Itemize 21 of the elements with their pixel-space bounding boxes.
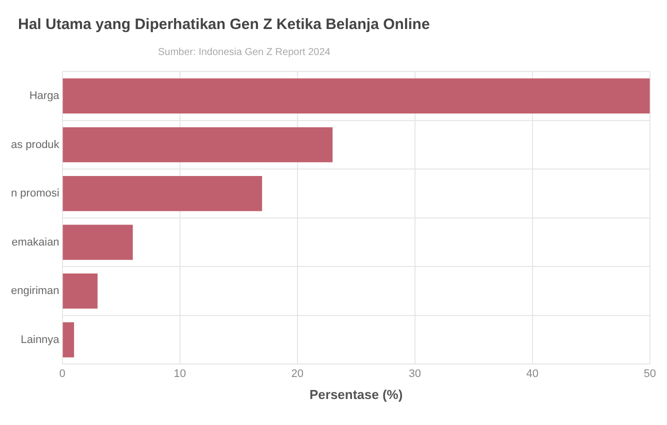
y-tick-label: n promosi [11, 188, 60, 200]
x-tick-label: 50 [644, 368, 656, 380]
x-axis-title: Persentase (%) [309, 386, 403, 402]
bar [62, 273, 98, 309]
y-tick-label: emakaian [12, 236, 60, 248]
bar [62, 176, 262, 212]
bar [62, 78, 650, 114]
x-tick-label: 10 [174, 368, 186, 380]
x-tick-label: 40 [526, 368, 538, 380]
x-tick-label: 20 [291, 368, 304, 380]
chart-subtitle: Sumber: Indonesia Gen Z Report 2024 [157, 46, 332, 60]
bar [62, 224, 133, 260]
x-tick-label: 0 [59, 368, 66, 380]
bar [62, 322, 74, 358]
bar [62, 127, 333, 162]
y-tick-label: engiriman [10, 285, 60, 298]
y-tick-label: as produk [10, 138, 60, 151]
y-tick-label: Harga [29, 90, 60, 102]
x-tick-label: 30 [408, 368, 421, 380]
chart-title: Hal Utama yang Diperhatikan Gen Z Ketika Belanja Online [17, 15, 431, 33]
y-tick-label: Lainnya [20, 334, 60, 346]
